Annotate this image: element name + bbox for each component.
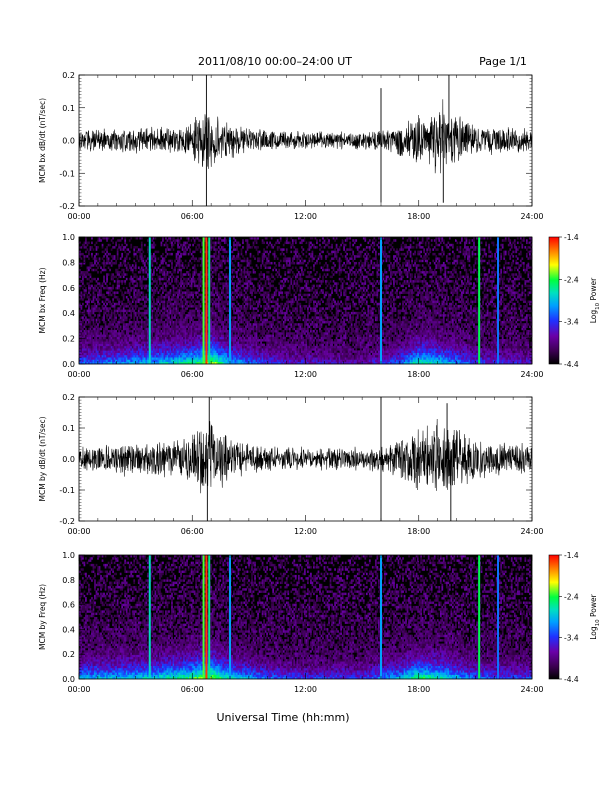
vertical-line-2	[205, 237, 207, 364]
colorbar-tick-label: -1.4	[564, 551, 579, 560]
y-axis-label: MCM bx Freq (Hz)	[38, 267, 47, 333]
x-tick-label: 24:00	[520, 370, 543, 379]
y-tick-label: -0.1	[59, 486, 75, 495]
colorbar-tick-label: -4.4	[564, 360, 579, 369]
page-label: Page 1/1	[479, 55, 527, 68]
colorbar	[549, 237, 559, 364]
colorbar-tick-label: -3.4	[564, 318, 579, 327]
y-tick-label: 0.0	[62, 360, 75, 369]
panel-by-dbdt: 00:00 06:00 12:00 18:00 24:00 -0.2 -0.1 0.0 0.1 0…	[38, 393, 544, 536]
panel-by-spectrogram: -1.4 -2.4 -3.4 -4.4 Log10 Power 00:00 06:00 12:…	[38, 551, 601, 694]
vertical-line-1	[203, 237, 205, 364]
y-tick-label: 0.8	[62, 258, 75, 267]
colorbar-label: Log10 Power	[589, 593, 601, 639]
vertical-line-6	[478, 555, 480, 679]
colorbar-tick-label: -3.4	[564, 634, 579, 643]
x-tick-label: 00:00	[67, 685, 90, 694]
vertical-line-4	[229, 555, 231, 679]
y-tick-label: 0.1	[62, 104, 75, 113]
vertical-line-5	[380, 555, 382, 679]
y-axis-label: MCM by Freq (Hz)	[38, 584, 47, 650]
x-tick-label: 24:00	[520, 685, 543, 694]
colorbar	[549, 555, 559, 679]
x-tick-label: 24:00	[520, 212, 543, 221]
y-tick-label: 0.2	[62, 650, 75, 659]
y-tick-label: 0.2	[62, 393, 75, 402]
vertical-line-2	[205, 555, 207, 679]
y-tick-label: 0.2	[62, 335, 75, 344]
y-tick-label: -0.2	[59, 202, 75, 211]
vertical-line-7	[497, 555, 499, 679]
y-tick-label: 1.0	[62, 233, 75, 242]
colorbar-tick-label: -4.4	[564, 675, 579, 684]
vertical-line-0	[149, 237, 151, 364]
x-tick-label: 12:00	[294, 370, 317, 379]
x-tick-label: 12:00	[294, 212, 317, 221]
vertical-line-3	[208, 237, 210, 364]
x-tick-label: 06:00	[181, 370, 204, 379]
x-tick-label: 18:00	[407, 212, 430, 221]
y-tick-label: 0.2	[62, 71, 75, 80]
panel-bx-dbdt: 00:00 06:00 12:00 18:00 24:00 -0.2 -0.1 0.0 0.1 0…	[38, 71, 544, 221]
y-tick-label: 0.8	[62, 576, 75, 585]
x-tick-label: 18:00	[407, 685, 430, 694]
y-tick-label: -0.1	[59, 169, 75, 178]
x-tick-label: 06:00	[181, 527, 204, 536]
x-axis-label: Universal Time (hh:mm)	[217, 711, 350, 724]
vertical-line-7	[497, 237, 499, 364]
y-tick-label: 0.1	[62, 424, 75, 433]
trace-line	[79, 419, 532, 493]
colorbar-tick-label: -2.4	[564, 275, 579, 284]
plot-title: 2011/08/10 00:00–24:00 UT	[198, 55, 352, 68]
colorbar-label: Log10 Power	[589, 277, 601, 323]
panel-bx-spectrogram: -1.4 -2.4 -3.4 -4.4 Log10 Power 00:00 06:00 12:…	[38, 233, 601, 379]
y-tick-label: 0.4	[62, 309, 75, 318]
y-tick-label: 0.4	[62, 625, 75, 634]
vertical-line-4	[229, 237, 231, 364]
x-tick-label: 06:00	[181, 685, 204, 694]
vertical-line-0	[149, 555, 151, 679]
x-tick-label: 18:00	[407, 370, 430, 379]
vertical-line-1	[203, 555, 205, 679]
y-tick-label: 0.0	[62, 675, 75, 684]
x-tick-label: 06:00	[181, 212, 204, 221]
panels: 00:00 06:00 12:00 18:00 24:00 -0.2 -0.1 0.0 0.1 0…	[38, 71, 601, 694]
vertical-line-6	[478, 237, 480, 364]
y-tick-label: 1.0	[62, 551, 75, 560]
vertical-line-5	[380, 237, 382, 364]
vertical-line-3	[208, 555, 210, 679]
colorbar-tick-label: -1.4	[564, 233, 579, 242]
trace-line	[79, 99, 532, 173]
y-tick-label: 0.6	[62, 284, 75, 293]
x-tick-label: 00:00	[67, 212, 90, 221]
x-tick-label: 24:00	[520, 527, 543, 536]
x-tick-label: 18:00	[407, 527, 430, 536]
y-tick-label: 0.6	[62, 601, 75, 610]
colorbar-tick-label: -2.4	[564, 592, 579, 601]
x-tick-label: 00:00	[67, 527, 90, 536]
y-tick-label: 0.0	[62, 137, 75, 146]
y-tick-label: -0.2	[59, 517, 75, 526]
x-tick-label: 00:00	[67, 370, 90, 379]
x-tick-label: 12:00	[294, 685, 317, 694]
y-axis-label: MCM by dB/dt (nT/sec)	[38, 416, 47, 501]
y-tick-label: 0.0	[62, 455, 75, 464]
y-axis-label: MCM bx dB/dt (nT/sec)	[38, 98, 47, 183]
x-tick-label: 12:00	[294, 527, 317, 536]
